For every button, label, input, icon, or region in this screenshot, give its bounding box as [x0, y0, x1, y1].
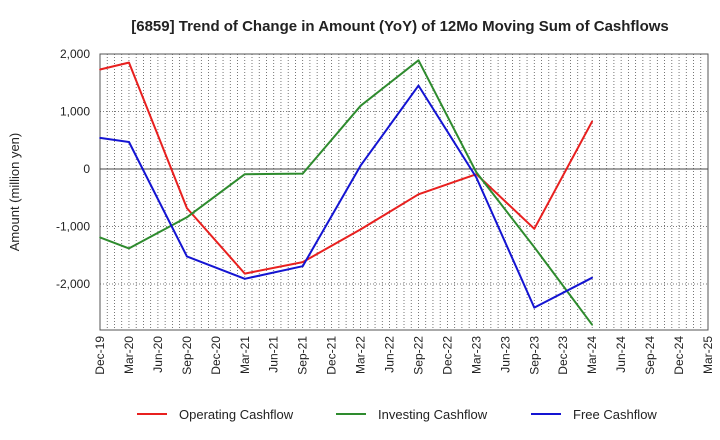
- x-tick-label: Jun-20: [151, 336, 165, 373]
- operating-cashflow-point: [533, 228, 536, 230]
- y-tick-label: 2,000: [60, 47, 90, 61]
- free-cashflow-point: [591, 276, 593, 279]
- x-tick-label: Sep-20: [180, 336, 194, 375]
- x-tick-label: Sep-23: [527, 336, 541, 375]
- x-tick-label: Mar-23: [469, 336, 483, 374]
- operating-cashflow-point: [99, 68, 101, 71]
- x-tick-label: Sep-22: [411, 336, 425, 375]
- vertical-gridlines: [99, 54, 709, 330]
- free-cashflow-point: [128, 141, 130, 143]
- operating-cashflow-point: [591, 120, 593, 123]
- free-cashflow-point: [533, 306, 536, 309]
- free-cashflow-point: [417, 84, 420, 87]
- investing-cashflow-point: [533, 246, 536, 248]
- investing-cashflow-point: [359, 104, 362, 107]
- x-tick-label: Sep-21: [296, 336, 310, 375]
- x-tick-label: Mar-22: [354, 336, 368, 374]
- investing-cashflow-point: [128, 247, 130, 250]
- x-tick-label: Dec-23: [556, 336, 570, 375]
- y-tick-label: 0: [83, 162, 90, 176]
- operating-cashflow-point: [359, 228, 362, 231]
- operating-cashflow-point: [186, 207, 188, 209]
- x-tick-label: Mar-24: [585, 336, 599, 374]
- x-tick-label: Mar-21: [238, 336, 252, 374]
- free-cashflow-line: [99, 84, 593, 309]
- operating-cashflow-point: [301, 261, 304, 263]
- operating-cashflow-line: [99, 61, 594, 275]
- chart-title: [6859] Trend of Change in Amount (YoY) o…: [131, 18, 669, 35]
- horizontal-gridlines: [100, 53, 708, 285]
- investing-cashflow-point: [243, 173, 246, 175]
- y-axis-ticks: 2,000 1,000 0 -1,000 -2,000: [56, 47, 90, 291]
- investing-cashflow-point: [417, 59, 420, 62]
- investing-cashflow-point: [301, 172, 304, 175]
- x-tick-label: Dec-24: [672, 336, 686, 375]
- investing-cashflow-legend-label: Investing Cashflow: [378, 407, 488, 422]
- x-tick-label: Dec-20: [209, 336, 223, 375]
- investing-cashflow-point: [591, 324, 593, 326]
- free-cashflow-point: [99, 137, 101, 139]
- y-axis-label: Amount (million yen): [7, 133, 22, 252]
- investing-cashflow-point: [99, 236, 101, 239]
- legend: Operating Cashflow Investing Cashflow Free…: [137, 407, 657, 422]
- operating-cashflow-legend-label: Operating Cashflow: [179, 407, 294, 422]
- y-tick-label: 1,000: [60, 105, 90, 119]
- x-axis-ticks: Dec-19 Mar-20 Jun-20 Sep-20 Dec-20 Mar-21 Jun-…: [93, 336, 715, 375]
- x-tick-label: Dec-19: [93, 336, 107, 375]
- operating-cashflow-point: [417, 193, 420, 196]
- free-cashflow-point: [243, 278, 246, 280]
- investing-cashflow-point: [475, 171, 478, 174]
- y-tick-label: -1,000: [56, 220, 90, 234]
- operating-cashflow-point: [243, 272, 246, 275]
- free-cashflow-point: [186, 255, 188, 258]
- x-tick-label: Jun-21: [267, 336, 281, 373]
- x-tick-label: Dec-22: [440, 336, 454, 375]
- free-cashflow-point: [359, 164, 362, 167]
- investing-cashflow-line: [99, 59, 594, 326]
- x-tick-label: Mar-20: [122, 336, 136, 374]
- x-tick-label: Sep-24: [643, 336, 657, 375]
- x-tick-label: Mar-25: [701, 336, 715, 374]
- investing-cashflow-point: [186, 216, 188, 219]
- free-cashflow-point: [475, 176, 478, 179]
- x-tick-label: Jun-24: [614, 336, 628, 373]
- x-tick-label: Dec-21: [325, 336, 339, 375]
- x-tick-label: Jun-22: [383, 336, 397, 373]
- free-cashflow-legend-label: Free Cashflow: [573, 407, 657, 422]
- series-layer: [99, 59, 594, 326]
- x-tick-label: Jun-23: [498, 336, 512, 373]
- y-tick-label: -2,000: [56, 277, 90, 291]
- operating-cashflow-point: [128, 61, 130, 64]
- free-cashflow-point: [301, 265, 304, 267]
